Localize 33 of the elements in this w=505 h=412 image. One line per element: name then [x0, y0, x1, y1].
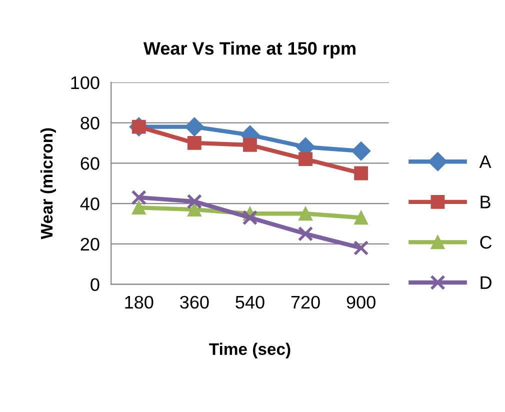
- y-tick-label: 40: [80, 197, 100, 210]
- point: [354, 166, 368, 180]
- x-tick-label: 720: [291, 296, 320, 309]
- x-tick-label: 900: [346, 296, 376, 309]
- y-axis-title: Wear (micron): [40, 128, 56, 240]
- x-tick-label: 540: [236, 296, 264, 309]
- y-tick-label: 100: [71, 76, 100, 90]
- point: [352, 142, 371, 161]
- point: [132, 200, 146, 215]
- legend-label: B: [480, 196, 490, 208]
- x-tick-label: 360: [180, 296, 209, 309]
- point: [131, 190, 147, 206]
- y-tick-label: 0: [90, 278, 100, 291]
- point: [187, 202, 202, 217]
- point: [298, 152, 312, 166]
- y-tick-label: 80: [80, 116, 100, 130]
- legend-label: D: [480, 276, 492, 289]
- legend-label: A: [479, 156, 492, 168]
- point: [242, 210, 258, 226]
- point: [298, 206, 312, 221]
- legend-label: C: [480, 236, 492, 249]
- point: [186, 194, 202, 210]
- point: [184, 117, 204, 136]
- y-tick-label: 60: [80, 157, 100, 170]
- point: [187, 136, 202, 150]
- y-tick-label: 20: [80, 238, 100, 251]
- x-axis-title: Time (sec): [209, 342, 290, 358]
- point: [353, 240, 369, 256]
- point: [298, 226, 314, 242]
- point: [354, 210, 368, 225]
- chart-title: Wear Vs Time at 150 rpm: [143, 42, 356, 58]
- x-tick-label: 180: [125, 296, 154, 309]
- point: [243, 138, 257, 152]
